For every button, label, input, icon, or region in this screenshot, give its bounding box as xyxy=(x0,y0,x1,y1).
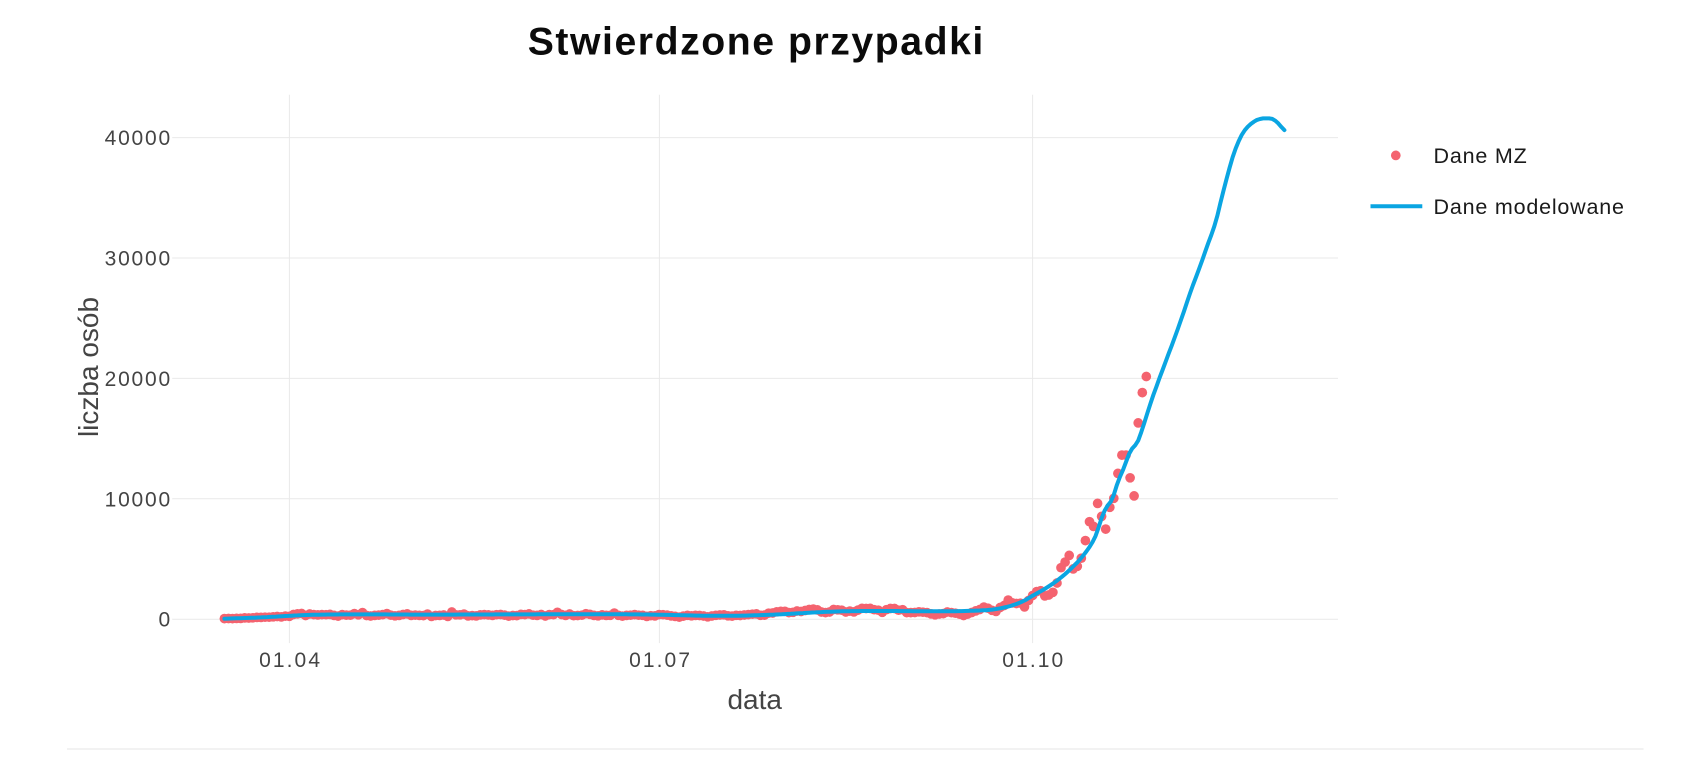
svg-text:01.04: 01.04 xyxy=(259,649,322,672)
svg-text:20000: 20000 xyxy=(105,368,172,391)
svg-text:Dane modelowane: Dane modelowane xyxy=(1434,195,1625,219)
svg-text:data: data xyxy=(727,684,782,715)
svg-text:10000: 10000 xyxy=(105,488,172,511)
svg-text:01.07: 01.07 xyxy=(629,649,692,672)
svg-text:40000: 40000 xyxy=(105,127,172,150)
svg-text:liczba osób: liczba osób xyxy=(73,297,104,437)
svg-text:0: 0 xyxy=(159,609,172,632)
svg-text:01.10: 01.10 xyxy=(1002,649,1065,672)
svg-text:30000: 30000 xyxy=(105,248,172,271)
svg-text:Dane MZ: Dane MZ xyxy=(1434,144,1528,168)
svg-text:Stwierdzone przypadki: Stwierdzone przypadki xyxy=(528,20,985,63)
